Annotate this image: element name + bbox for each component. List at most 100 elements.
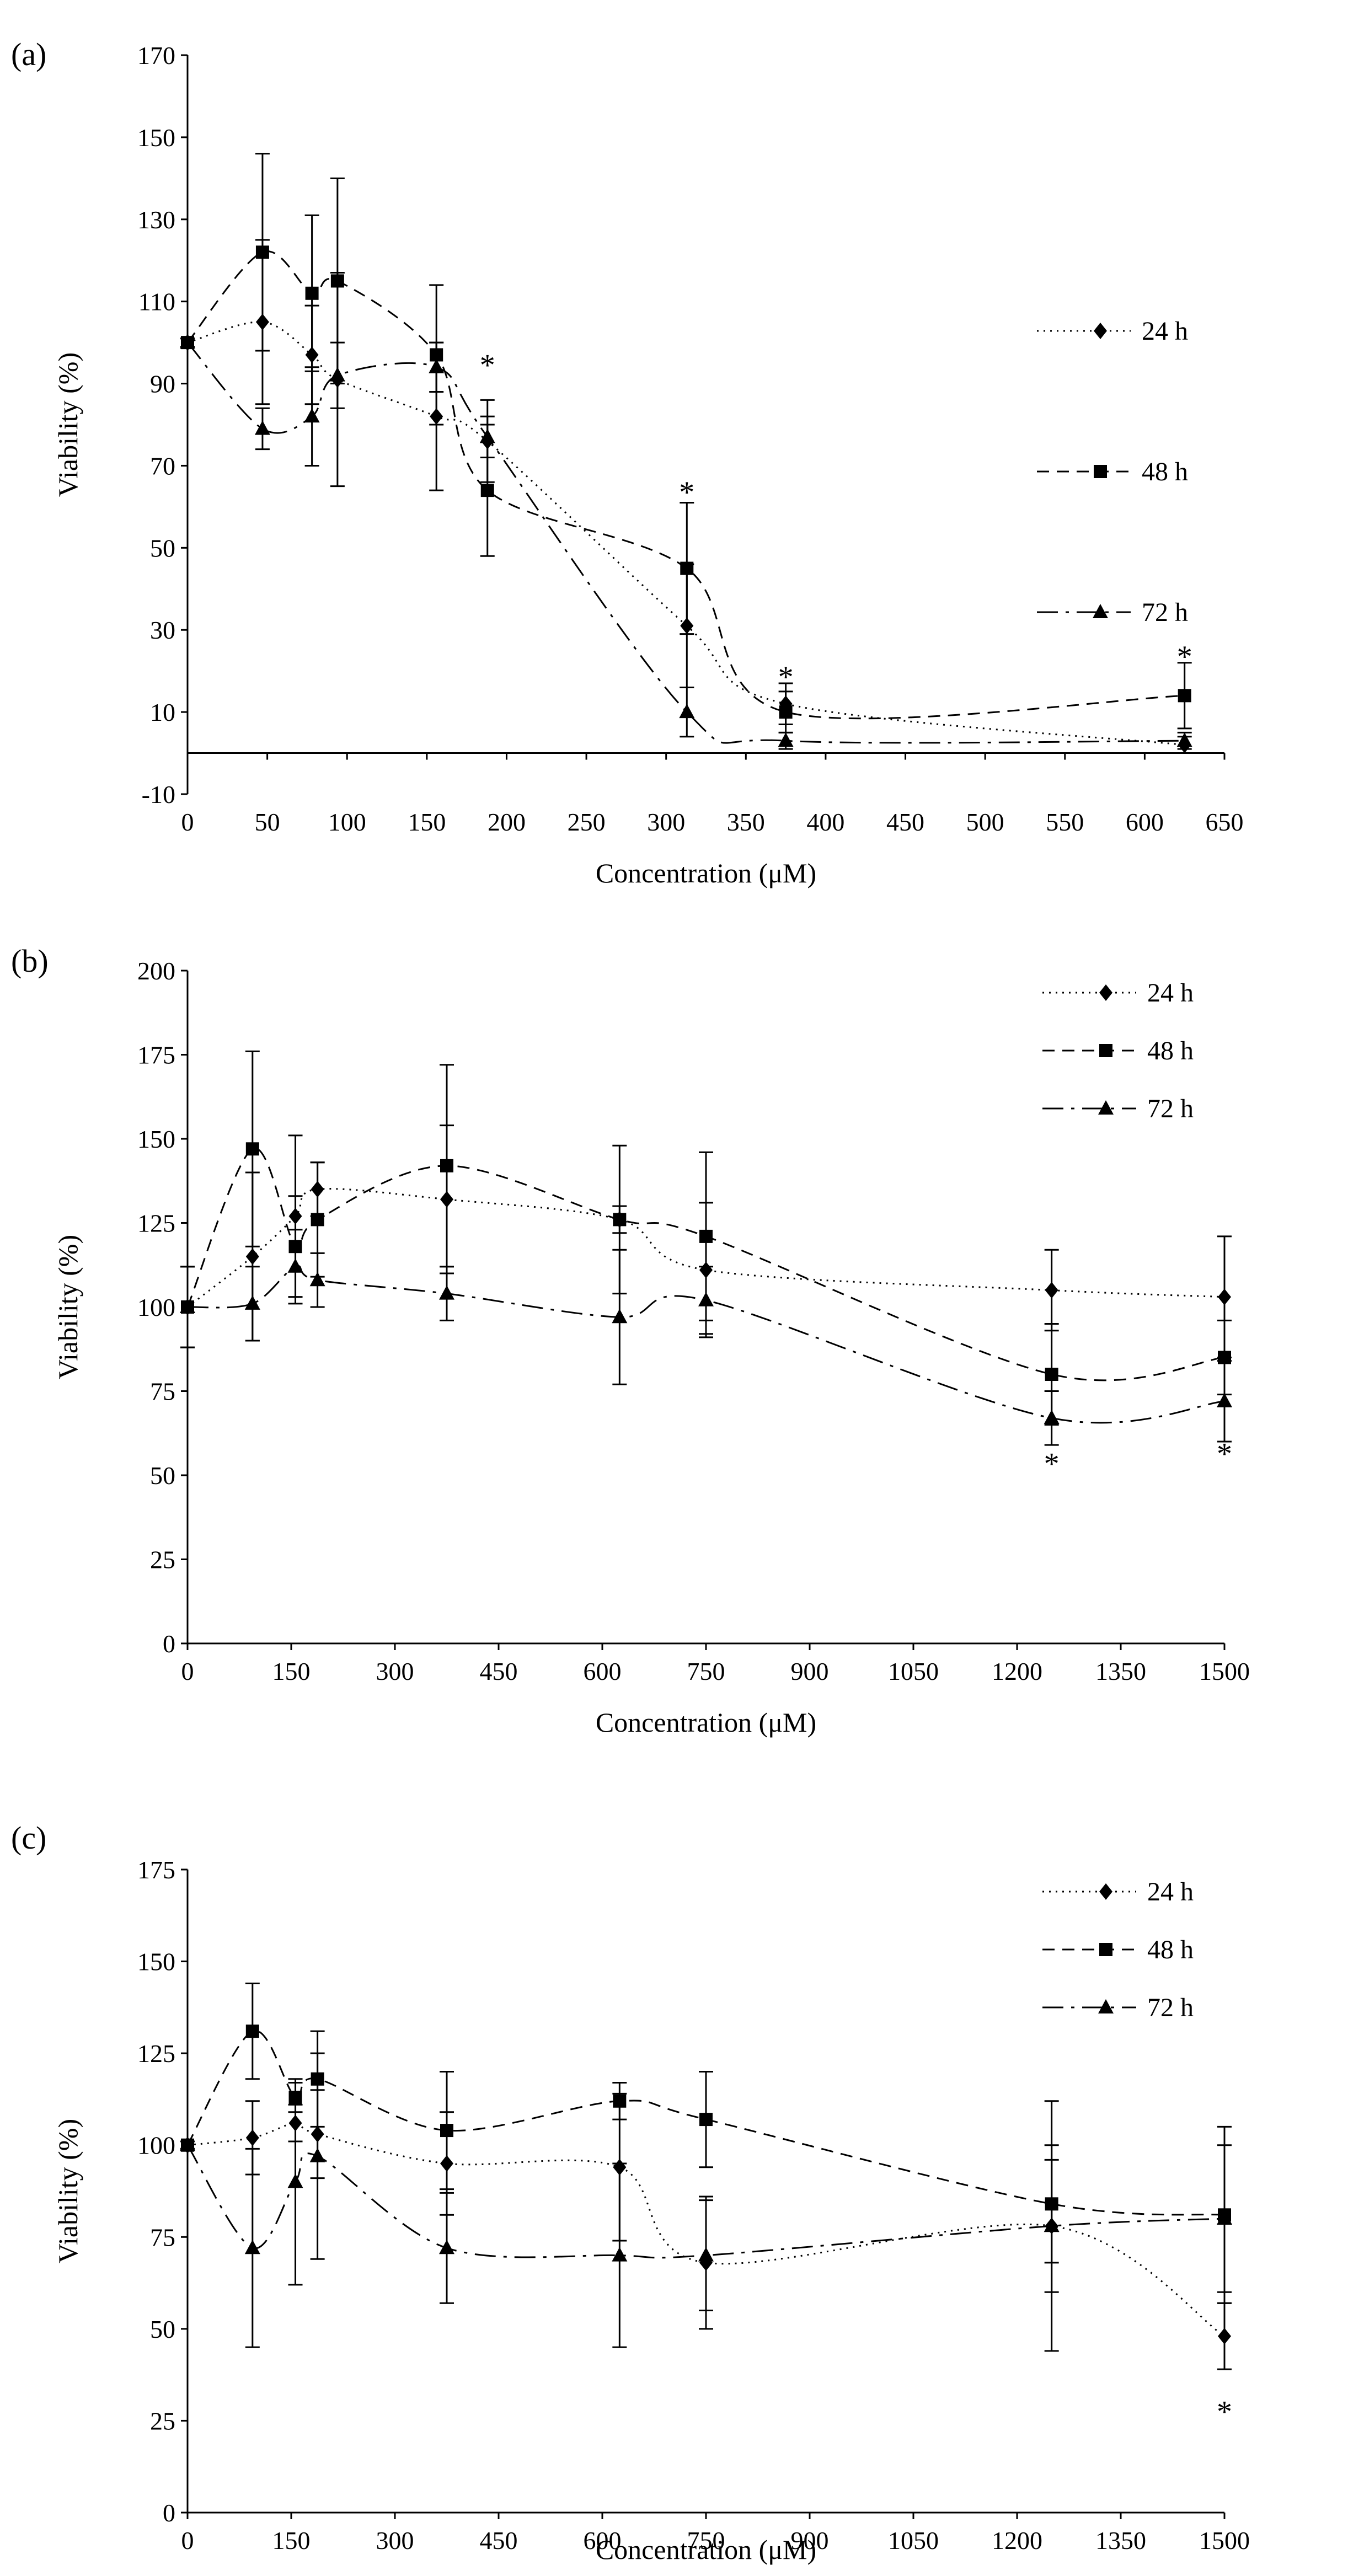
series-line [186,2029,1225,2216]
data-point [309,1272,325,1287]
x-tick-label: 0 [181,1657,194,1685]
data-point [1217,2210,1232,2225]
data-point [680,561,694,575]
x-tick-label: 500 [966,808,1004,836]
series-72h [180,334,1192,750]
data-point [699,2113,713,2127]
data-point [698,2247,714,2262]
significance-mark: * [1217,2395,1232,2429]
legend-label: 24 h [1147,1877,1194,1906]
x-tick-label: 1200 [992,1657,1042,1685]
series-line [186,250,1185,720]
data-point [612,2247,628,2262]
data-point [255,245,269,259]
data-point [244,2240,260,2254]
x-tick-label: 600 [1126,808,1164,836]
significance-mark: * [1177,640,1192,674]
data-point [1218,2328,1231,2345]
legend-marker [1098,1999,1114,2013]
legend-label: 48 h [1147,1036,1194,1065]
data-point [480,484,494,497]
x-axis-title: Concentration (μM) [596,1707,816,1738]
y-tick-label: 170 [137,41,175,69]
x-tick-label: 150 [408,808,446,836]
y-tick-label: 50 [150,2315,175,2343]
data-point [613,1213,627,1227]
x-tick-label: 100 [328,808,366,836]
x-tick-label: 0 [181,808,194,836]
data-point [330,274,344,288]
significance-mark: * [778,660,794,694]
data-point [1044,2218,1060,2232]
data-point [245,2025,259,2038]
series-72h [180,1229,1232,1446]
data-point [311,1213,324,1227]
data-point [305,286,319,300]
panel-label: (c) [11,1820,46,1856]
y-tick-label: 175 [137,1041,175,1069]
data-point [254,420,270,435]
significance-mark: * [1217,1437,1232,1471]
x-tick-label: 300 [376,2526,414,2554]
data-point [287,2173,303,2188]
x-tick-label: 750 [687,2526,725,2554]
y-tick-label: 100 [137,1293,175,1321]
data-point [612,1309,628,1324]
y-tick-label: 75 [150,1378,175,1406]
y-tick-label: -10 [142,780,175,808]
data-point [699,1229,713,1243]
x-tick-label: 650 [1206,808,1244,836]
series-line [186,2144,1225,2259]
significance-mark: * [1044,1447,1060,1481]
panel-b: (b) 0 25 50 75 100 125 150 175 200 0 150 300 450 600 75… [11,943,1250,1738]
x-tick-label: 550 [1046,808,1084,836]
legend-marker [1099,984,1112,1001]
x-tick-label: 600 [584,1657,622,1685]
data-point [244,1295,260,1310]
series-line [186,1147,1225,1381]
x-tick-label: 0 [181,2526,194,2554]
legend-marker [1099,1883,1112,1900]
data-point [679,704,695,719]
x-tick-label: 400 [806,808,844,836]
y-tick-label: 100 [137,2132,175,2160]
data-point [1218,1288,1231,1305]
y-tick-label: 10 [150,698,175,726]
x-tick-label: 200 [488,808,526,836]
data-point [479,429,495,443]
y-tick-label: 70 [150,452,175,480]
x-tick-label: 450 [480,2526,518,2554]
legend: 24 h 48 h 72 h [1042,978,1194,1123]
x-tick-label: 50 [255,808,280,836]
x-axis-title: Concentration (μM) [596,2534,816,2565]
y-tick-label: 125 [137,2039,175,2068]
data-point [1176,732,1192,747]
x-tick-label: 150 [272,2526,311,2554]
y-axis-title: Viability (%) [52,2119,83,2263]
y-tick-label: 110 [138,288,175,316]
x-tick-label: 750 [687,1657,725,1685]
y-tick-label: 25 [150,1546,175,1574]
series-line [187,2122,1225,2337]
legend-label: 72 h [1147,1993,1194,2022]
y-tick-label: 50 [150,1461,175,1490]
data-point [439,1285,454,1300]
data-point [245,1248,259,1265]
x-tick-label: 450 [480,1657,518,1685]
data-point [329,367,345,382]
data-point [613,2094,627,2108]
y-tick-label: 150 [137,124,175,152]
legend-label: 24 h [1147,978,1194,1008]
data-point [180,1299,195,1313]
series-line [187,1265,1225,1424]
x-tick-label: 1350 [1095,1657,1146,1685]
y-tick-label: 90 [150,370,175,398]
data-point [779,705,793,719]
y-axis-title: Viability (%) [52,352,83,497]
x-axis-title: Concentration (μM) [596,858,816,888]
x-tick-label: 450 [886,808,924,836]
x-tick-label: 900 [791,1657,829,1685]
y-tick-label: 175 [137,1856,175,1884]
